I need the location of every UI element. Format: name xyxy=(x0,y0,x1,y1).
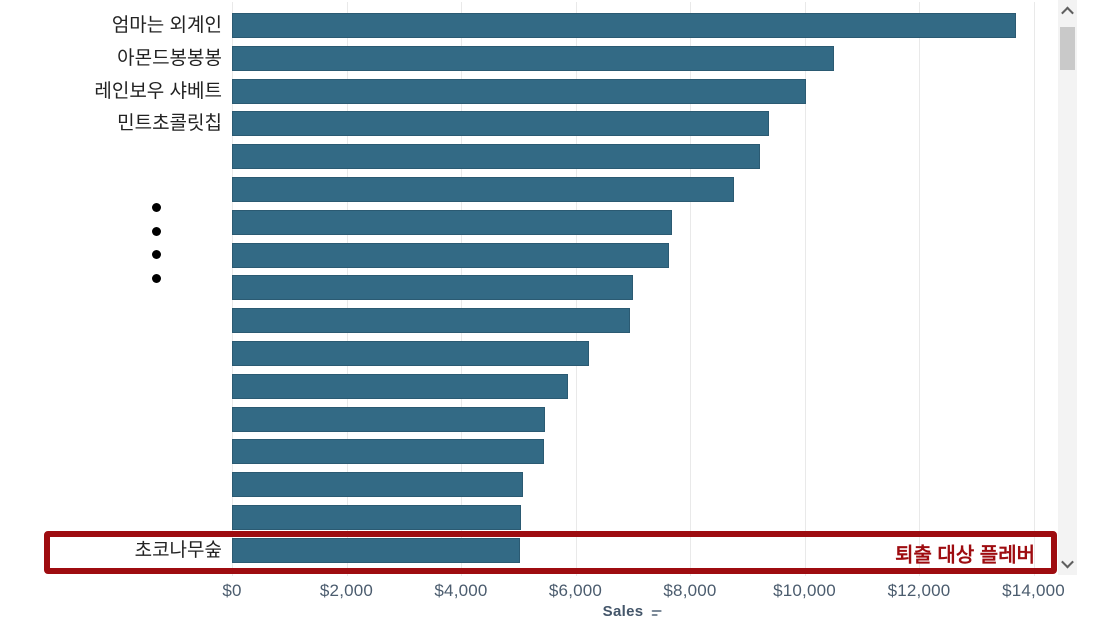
x-axis-tick-label: $2,000 xyxy=(319,581,374,600)
x-axis-tick-label: $12,000 xyxy=(887,581,951,600)
y-axis-label: 아몬드봉봉봉 xyxy=(117,47,222,69)
y-axis-label: 민트초콜릿칩 xyxy=(117,113,222,135)
bar-mark[interactable] xyxy=(232,472,524,498)
bar-mark[interactable] xyxy=(232,144,760,170)
x-axis-title-label: Sales xyxy=(602,603,644,620)
scrollbar-down-button[interactable] xyxy=(1058,554,1077,573)
vertical-scrollbar[interactable] xyxy=(1058,0,1077,575)
bar-mark[interactable] xyxy=(232,78,807,104)
bar-mark[interactable] xyxy=(232,209,673,235)
annotation-box: 퇴출 대상 플레버 xyxy=(44,531,1057,574)
gridline xyxy=(804,2,806,576)
annotation-text: 퇴출 대상 플레버 xyxy=(895,544,1035,566)
scrollbar-thumb[interactable] xyxy=(1060,27,1075,70)
bar-mark[interactable] xyxy=(232,111,769,137)
gridline xyxy=(690,2,691,576)
x-axis-title: Sales xyxy=(603,603,662,620)
bar-mark[interactable] xyxy=(232,341,590,366)
x-axis-tick-label: $4,000 xyxy=(434,581,488,600)
bar-mark[interactable] xyxy=(232,373,569,399)
gridline xyxy=(919,2,920,576)
y-axis-label: 엄마는 외계인 xyxy=(111,15,222,36)
y-axis-label: 레인보우 샤베트 xyxy=(94,80,222,102)
gridline xyxy=(1033,2,1035,576)
sort-icon[interactable] xyxy=(651,609,662,616)
ellipsis-dot xyxy=(152,203,161,212)
x-axis-tick-label: $14,000 xyxy=(1002,581,1065,600)
ellipsis-dot xyxy=(152,274,161,283)
bar-mark[interactable] xyxy=(232,505,522,530)
bar-mark[interactable] xyxy=(232,177,735,202)
ellipsis-dot xyxy=(152,227,161,236)
y-axis-label: 초코나무숲 xyxy=(134,539,222,561)
x-axis-tick-label: $10,000 xyxy=(773,581,836,600)
ellipsis-dot xyxy=(152,250,161,259)
bar-mark[interactable] xyxy=(232,13,1017,38)
bar-mark[interactable] xyxy=(232,242,669,268)
bar-mark[interactable] xyxy=(232,45,835,71)
chevron-up-icon xyxy=(1061,6,1074,20)
x-axis-tick-label: $0 xyxy=(222,581,242,600)
x-axis-tick-label: $6,000 xyxy=(548,581,603,600)
bar-mark[interactable] xyxy=(232,406,545,432)
x-axis-tick-label: $8,000 xyxy=(663,581,717,600)
bar-mark[interactable] xyxy=(232,275,633,301)
chevron-down-icon xyxy=(1061,555,1074,569)
bar-mark[interactable] xyxy=(232,439,544,465)
bar-mark[interactable] xyxy=(232,308,630,334)
bar-mark[interactable] xyxy=(232,537,520,563)
scrollbar-up-button[interactable] xyxy=(1058,2,1077,21)
